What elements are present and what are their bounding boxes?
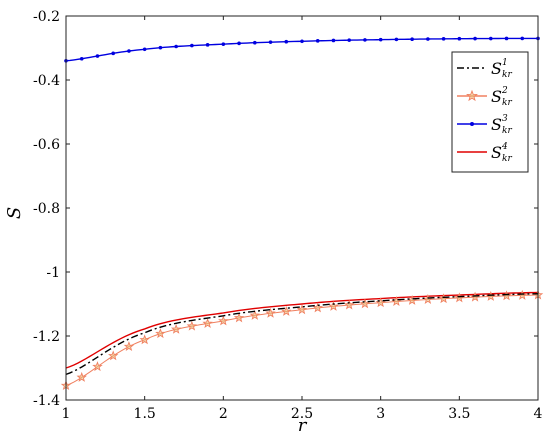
y-tick-label: -0.2 xyxy=(33,9,60,25)
legend-label: S xyxy=(491,87,502,106)
data-point xyxy=(158,45,163,50)
data-point xyxy=(268,40,273,44)
data-point-star xyxy=(170,323,182,334)
data-point xyxy=(237,41,241,46)
y-tick-label: -1.4 xyxy=(33,393,60,409)
data-point xyxy=(331,38,336,43)
x-tick-label: 3.5 xyxy=(448,406,470,422)
x-axis-label: r xyxy=(298,415,308,436)
data-point-star xyxy=(218,315,229,326)
data-point xyxy=(394,37,399,42)
legend-box xyxy=(451,51,529,173)
data-point xyxy=(410,37,414,42)
data-point xyxy=(253,40,257,45)
x-tick-label: 2 xyxy=(219,406,228,422)
x-tick-label: 2.5 xyxy=(291,406,313,422)
data-point-star xyxy=(202,318,213,328)
data-point xyxy=(300,39,304,44)
series-line xyxy=(65,293,539,376)
data-point xyxy=(347,38,352,42)
data-point xyxy=(190,43,194,48)
legend-item-s-kr-2: S 2 kr xyxy=(457,86,512,108)
data-point-star xyxy=(328,300,339,311)
series-s-kr-2 xyxy=(60,289,544,391)
data-point-star xyxy=(343,299,355,310)
data-point xyxy=(378,37,383,42)
x-tick-label: 1 xyxy=(62,406,71,422)
data-point-star xyxy=(155,328,166,339)
x-tick-label: 1.5 xyxy=(134,406,156,422)
data-point xyxy=(111,51,115,56)
legend-item-s-kr-1: S 1 kr xyxy=(457,58,512,80)
data-point xyxy=(315,39,320,43)
data-point-star xyxy=(92,361,103,372)
plot-frame xyxy=(65,15,539,401)
legend-item-s-kr-4: S 4 kr xyxy=(457,142,512,164)
y-tick-label: -0.4 xyxy=(33,73,60,89)
legend-label: S xyxy=(491,115,502,134)
legend-label: S xyxy=(491,59,502,78)
data-point-star xyxy=(123,341,135,352)
data-point xyxy=(284,39,289,44)
data-point xyxy=(441,37,446,41)
data-point-star xyxy=(359,298,371,309)
data-point-star xyxy=(265,307,276,318)
data-point xyxy=(473,36,477,41)
legend-marker-star xyxy=(466,89,478,102)
data-point xyxy=(363,38,367,42)
legend-label-sup: 1 xyxy=(502,58,508,68)
y-tick-label: -1 xyxy=(46,265,60,281)
legend-label-sup: 3 xyxy=(502,114,508,124)
data-point xyxy=(174,44,178,49)
series-s-kr-1 xyxy=(65,293,539,376)
y-axis-label: S xyxy=(4,207,25,219)
series-layer xyxy=(60,36,544,391)
legend-label: S xyxy=(491,143,502,162)
data-point xyxy=(520,36,525,41)
legend-label-sub: kr xyxy=(502,98,512,108)
data-point xyxy=(127,49,131,53)
x-tick-label: 3 xyxy=(376,406,385,422)
data-point xyxy=(205,43,210,47)
data-point xyxy=(221,42,226,46)
data-point-star xyxy=(233,312,245,323)
legend-item-s-kr-3: S 3 kr xyxy=(457,114,512,136)
data-point-star xyxy=(139,334,150,345)
series-s-kr-4 xyxy=(65,291,539,369)
series-line xyxy=(65,291,539,369)
data-point-star xyxy=(296,304,308,315)
data-point xyxy=(142,47,147,52)
data-point xyxy=(457,36,462,41)
data-point-star xyxy=(186,320,198,331)
legend-label-sup: 4 xyxy=(501,142,508,152)
legend-label-sub: kr xyxy=(502,154,512,164)
data-point xyxy=(426,37,430,41)
data-point xyxy=(504,36,509,41)
legend-marker-dot xyxy=(470,122,474,126)
data-point-star xyxy=(249,309,261,320)
legend-label-sub: kr xyxy=(502,126,512,136)
data-point xyxy=(489,36,493,41)
data-point-star xyxy=(281,305,292,316)
data-point-star xyxy=(76,371,87,382)
y-tick-label: -0.8 xyxy=(33,201,60,217)
data-point xyxy=(95,54,100,58)
axis-ticks: 1 1.5 2 2.5 3 3.5 4 -0.2 -0.4 -0.6 -0.8 -1 -1.2 -1.4 xyxy=(33,9,543,422)
data-point xyxy=(79,56,84,61)
y-tick-label: -1.2 xyxy=(33,329,60,345)
legend-label-sup: 2 xyxy=(501,86,508,96)
data-point-star xyxy=(312,302,323,313)
y-tick-label: -0.6 xyxy=(33,137,60,153)
legend-label-sub: kr xyxy=(502,70,512,80)
data-point-star xyxy=(375,297,386,308)
x-tick-label: 4 xyxy=(534,406,543,422)
data-point-star xyxy=(107,350,119,361)
